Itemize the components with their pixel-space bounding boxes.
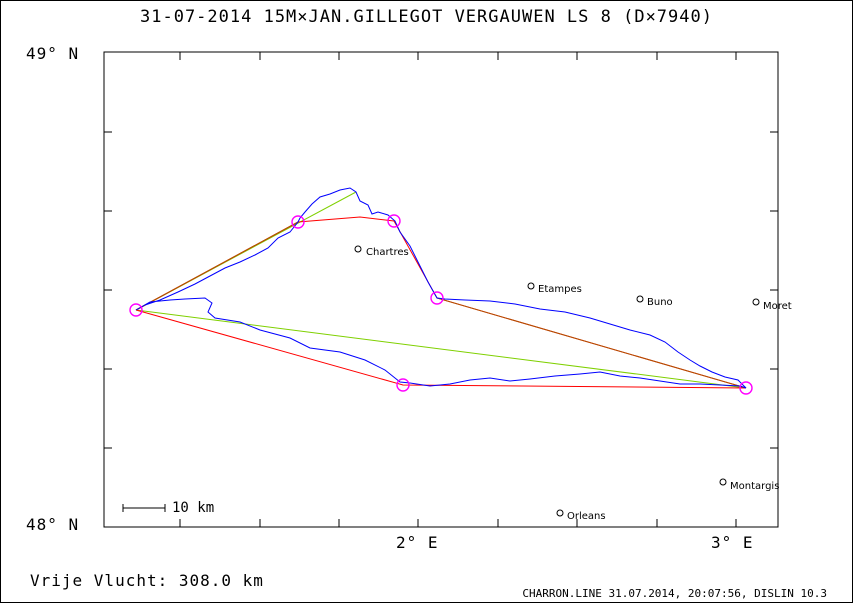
scale-bar-label: 10 km xyxy=(172,500,215,516)
turnpoint-3 xyxy=(430,291,444,305)
town-label-chartres: Chartres xyxy=(366,247,409,258)
town-marker-montargis xyxy=(719,478,727,486)
town-markers xyxy=(354,245,760,517)
flight-title: 31-07-2014 15M×JAN.GILLEGOT VERGAUWEN LS… xyxy=(140,7,713,27)
town-marker-buno xyxy=(636,295,644,303)
town-marker-moret xyxy=(752,298,760,306)
lon-label-3: 3° E xyxy=(711,533,754,552)
lon-label-2: 2° E xyxy=(396,533,439,552)
turnpoint-4 xyxy=(739,381,753,395)
lat-label-top: 49° N xyxy=(26,44,80,63)
town-label-montargis: Montargis xyxy=(730,481,780,492)
turnpoint-1 xyxy=(291,215,305,229)
lat-label-bottom: 48° N xyxy=(26,515,80,534)
turnpoints xyxy=(129,214,753,395)
turnpoint-start xyxy=(129,303,143,317)
gps-track xyxy=(135,187,747,389)
turnpoint-5 xyxy=(396,378,410,392)
town-label-moret: Moret xyxy=(763,301,792,312)
scale-bar xyxy=(122,504,166,512)
turnpoint-2 xyxy=(387,214,401,228)
right-ticks xyxy=(770,131,778,449)
town-marker-orleans xyxy=(556,509,564,517)
town-marker-etampes xyxy=(527,282,535,290)
footer-info: CHARRON.LINE 31.07.2014, 20:07:56, DISLI… xyxy=(522,587,827,600)
task-route xyxy=(135,216,747,389)
free-flight-distance: Vrije Vlucht: 308.0 km xyxy=(30,571,264,590)
town-marker-chartres xyxy=(354,245,362,253)
town-label-orleans: Orleans xyxy=(567,511,606,522)
map-border xyxy=(103,51,779,528)
left-ticks xyxy=(104,131,112,449)
town-label-etampes: Etampes xyxy=(538,284,582,295)
town-label-buno: Buno xyxy=(647,297,673,308)
bottom-ticks xyxy=(179,519,737,527)
top-ticks xyxy=(179,52,737,60)
free-flight-line xyxy=(135,191,747,389)
